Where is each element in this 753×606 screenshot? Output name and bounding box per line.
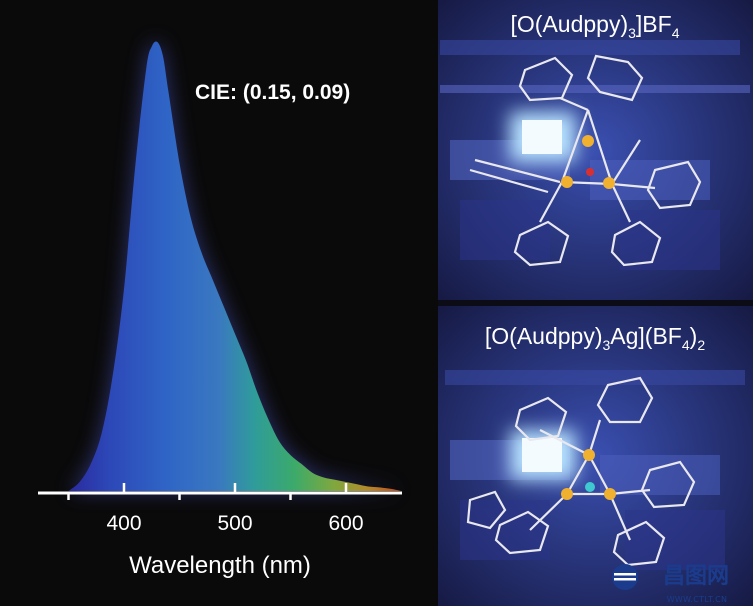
- watermark-url: WWW.CTLT.CN: [666, 595, 728, 604]
- spectrum-chart: 400 500 600 Wavelength (nm) CIE: (0.15, 0.…: [38, 41, 402, 579]
- cie-annotation: CIE: (0.15, 0.09): [195, 81, 350, 104]
- molecule-structure-1: [469, 54, 702, 267]
- uv-lamp-glow: [510, 112, 576, 162]
- x-tick-label: 600: [328, 512, 363, 535]
- x-axis-label: Wavelength (nm): [129, 552, 311, 579]
- panel-2-title: [O(Audppy)3Ag](BF4)2: [485, 323, 705, 353]
- x-tick-labels: 400 500 600: [106, 512, 363, 535]
- molecule-structure-2: [466, 376, 696, 567]
- watermark-name: 昌图网: [663, 564, 729, 589]
- watermark-logo: 昌图网: [612, 564, 729, 590]
- panel-1-title: [O(Audppy)3]BF4: [511, 11, 680, 41]
- gold-atoms-1: [561, 135, 615, 189]
- crystal-panel-2: [O(Audppy)3Ag](BF4)2: [438, 306, 753, 606]
- x-tick-label: 400: [106, 512, 141, 535]
- x-ticks: [67, 483, 348, 500]
- spectrum-area: [68, 41, 402, 491]
- x-tick-label: 500: [217, 512, 252, 535]
- gold-atoms-2: [561, 449, 616, 500]
- crystal-panel-1: [O(Audppy)3]BF4: [438, 0, 753, 300]
- panel-separator: [438, 300, 753, 306]
